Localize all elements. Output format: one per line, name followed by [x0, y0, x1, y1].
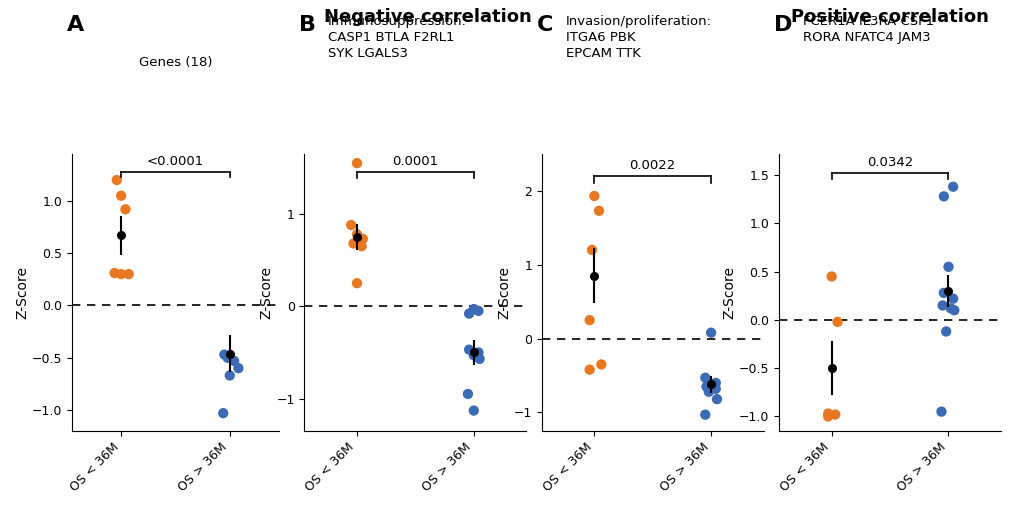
- Point: [697, 410, 713, 419]
- Point: [222, 371, 238, 380]
- Point: [106, 269, 123, 277]
- Point: [230, 364, 247, 372]
- Text: 0.0342: 0.0342: [867, 156, 913, 169]
- Point: [349, 159, 365, 167]
- Point: [353, 242, 369, 250]
- Point: [701, 388, 717, 396]
- Point: [226, 357, 243, 365]
- Point: [216, 350, 232, 359]
- Text: FCER1A IL3RA CSF1
RORA NFATC4 JAM3: FCER1A IL3RA CSF1 RORA NFATC4 JAM3: [803, 15, 934, 45]
- Point: [593, 360, 610, 368]
- Point: [709, 395, 725, 403]
- Point: [349, 230, 365, 239]
- Text: Invasion/proliferation:
ITGA6 PBK
EPCAM TTK: Invasion/proliferation: ITGA6 PBK EPCAM …: [566, 15, 711, 61]
- Point: [934, 301, 950, 309]
- Point: [708, 379, 724, 387]
- Point: [220, 353, 236, 362]
- Point: [465, 406, 482, 415]
- Point: [461, 309, 478, 318]
- Point: [933, 407, 949, 416]
- Text: Immunosuppression:
CASP1 BTLA F2RL1
SYK LGALS3: Immunosuppression: CASP1 BTLA F2RL1 SYK …: [328, 15, 467, 61]
- Point: [942, 304, 959, 312]
- Point: [703, 328, 719, 337]
- Text: Negative correlation: Negative correlation: [324, 8, 533, 26]
- Point: [215, 409, 231, 417]
- Point: [936, 289, 953, 297]
- Point: [118, 205, 134, 213]
- Point: [820, 412, 837, 421]
- Point: [945, 294, 962, 303]
- Point: [465, 305, 482, 313]
- Point: [112, 270, 129, 278]
- Point: [586, 192, 603, 200]
- Text: C: C: [537, 15, 553, 35]
- Point: [703, 380, 719, 388]
- Point: [940, 263, 957, 271]
- Text: Genes (18): Genes (18): [138, 56, 213, 69]
- Y-axis label: Z-Score: Z-Score: [722, 266, 736, 319]
- Point: [938, 327, 955, 336]
- Point: [820, 409, 837, 418]
- Point: [827, 410, 843, 419]
- Point: [472, 355, 488, 363]
- Point: [108, 176, 125, 184]
- Point: [590, 207, 607, 215]
- Point: [112, 192, 129, 200]
- Point: [343, 221, 359, 229]
- Y-axis label: Z-Score: Z-Score: [15, 266, 29, 319]
- Point: [581, 316, 598, 324]
- Point: [946, 306, 963, 314]
- Point: [936, 192, 953, 201]
- Point: [697, 373, 713, 382]
- Y-axis label: Z-Score: Z-Score: [497, 266, 511, 319]
- Text: D: D: [774, 15, 793, 35]
- Point: [346, 240, 362, 248]
- Point: [471, 348, 487, 357]
- Y-axis label: Z-Score: Z-Score: [260, 266, 273, 319]
- Text: <0.0001: <0.0001: [147, 154, 204, 168]
- Text: Positive correlation: Positive correlation: [791, 8, 989, 26]
- Point: [830, 318, 846, 326]
- Point: [584, 246, 601, 254]
- Point: [824, 272, 840, 281]
- Text: 0.0022: 0.0022: [630, 159, 676, 172]
- Text: 0.0001: 0.0001: [392, 155, 439, 168]
- Text: B: B: [299, 15, 316, 35]
- Point: [121, 270, 137, 278]
- Point: [327, 296, 344, 304]
- Point: [581, 365, 598, 373]
- Point: [333, 298, 350, 306]
- Point: [945, 183, 962, 191]
- Text: A: A: [67, 15, 85, 35]
- Point: [459, 390, 476, 398]
- Point: [465, 351, 482, 359]
- Point: [471, 307, 487, 315]
- Point: [349, 279, 365, 287]
- Point: [699, 383, 715, 391]
- Point: [708, 385, 724, 393]
- Point: [355, 235, 372, 243]
- Point: [330, 346, 347, 354]
- Point: [461, 346, 478, 354]
